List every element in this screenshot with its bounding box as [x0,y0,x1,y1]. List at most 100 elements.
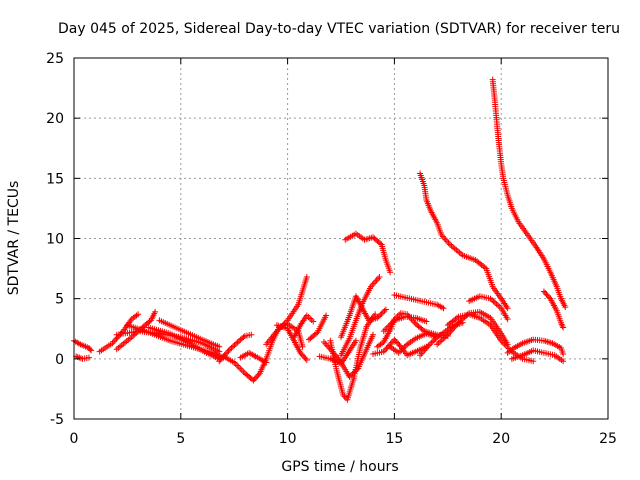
data-point [375,313,382,320]
data-point [303,274,310,281]
series-arc-26 [417,170,511,312]
series-arc-09 [216,331,255,365]
data-point [224,349,231,356]
y-tick-label: 10 [46,232,64,248]
data-point [504,305,511,312]
series-arc-04 [113,308,159,353]
data-point [254,373,261,380]
data-point [263,359,270,366]
data-point [381,307,388,314]
data-points [71,76,569,403]
data-point [226,346,233,353]
data-point [530,358,537,365]
y-tick-label: 5 [55,292,64,308]
x-tick-label: 10 [279,431,297,447]
data-point [387,341,394,348]
y-tick-label: 25 [46,51,64,67]
data-point [323,312,330,319]
series-arc-11 [237,349,270,366]
y-axis-label: SDTVAR / TECUs [6,181,22,296]
data-point [429,338,436,345]
series-arc-35 [305,312,330,343]
series-arc-13 [273,322,310,364]
data-point [238,367,245,374]
data-point [229,343,236,350]
data-point [427,341,433,348]
data-point [504,316,511,323]
data-point [240,334,247,341]
data-point [313,330,320,337]
data-point [402,342,409,349]
x-tick-label: 25 [599,431,617,447]
data-point [250,377,257,384]
series-arc-02 [73,353,92,362]
data-point [432,335,439,342]
x-axis-label: GPS time / hours [281,459,398,475]
series-arc-14 [291,312,317,341]
data-point [542,289,549,296]
axis-ticks: 0 5 10 15 20 25 -5 0 5 10 15 20 25 [46,51,617,447]
data-point [374,314,381,321]
data-point [302,355,309,362]
data-point [425,342,432,349]
data-point [560,358,567,365]
data-point [252,374,259,381]
data-point [395,349,402,356]
series-arc-25 [391,292,447,312]
series-arc-34 [540,288,567,331]
series-arc-19 [338,293,389,341]
data-point [544,292,551,299]
data-point [434,341,441,348]
series-arc-33 [508,347,567,365]
x-tick-label: 20 [492,431,510,447]
data-point [228,344,235,351]
data-point [255,371,262,378]
data-point [352,337,359,344]
series-arc-12 [263,274,310,348]
x-tick-label: 0 [70,431,79,447]
data-point [543,291,550,298]
data-point [234,362,241,369]
series-arc-32 [504,336,567,358]
data-point [437,338,444,345]
x-tick-label: 5 [176,431,185,447]
x-tick-label: 15 [385,431,403,447]
data-point [492,299,499,306]
data-point [423,318,430,325]
data-point [298,351,305,358]
data-point [152,308,159,315]
data-point [299,352,306,359]
chart-title: Day 045 of 2025, Sidereal Day-to-day VTE… [58,21,620,37]
data-point [234,339,241,346]
data-point [562,304,569,311]
y-tick-label: 15 [46,171,64,187]
data-point [87,346,94,353]
data-point [440,305,447,312]
data-point [495,302,502,309]
series-arc-01 [71,337,95,354]
series-arc-10 [220,320,306,384]
series-arc-22 [380,313,430,335]
data-point [235,364,242,371]
data-point [393,339,400,346]
data-point [493,301,500,308]
data-point [225,347,232,354]
data-point [560,351,567,358]
data-point [370,331,377,338]
data-point [378,310,385,317]
data-point [251,376,258,383]
y-tick-label: 20 [46,111,64,127]
data-point [233,340,240,347]
data-point [88,347,95,354]
data-point [431,336,438,343]
series-arc-05 [113,328,223,355]
data-point [130,332,137,339]
data-point [387,269,394,276]
data-point [382,306,389,313]
data-point [560,324,567,331]
data-point [391,336,398,343]
data-point [135,311,142,318]
series-arc-20 [342,230,394,276]
data-point [419,326,426,333]
